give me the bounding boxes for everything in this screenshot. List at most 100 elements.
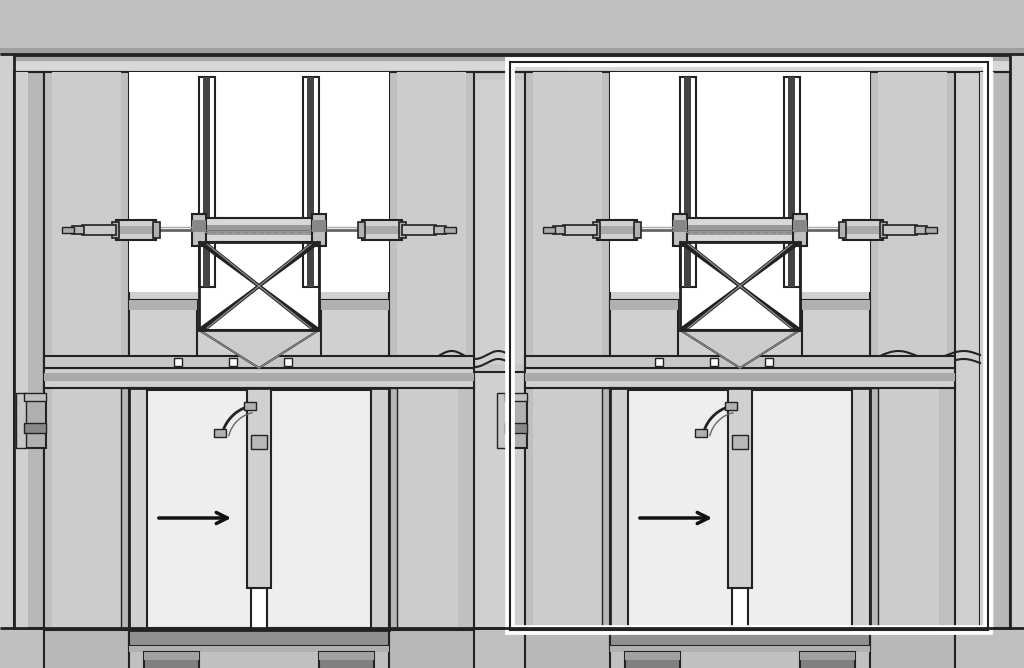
Bar (44, 373, 474, 381)
Bar (247, 388, 271, 588)
Bar (0, 628, 1024, 668)
Bar (878, 72, 947, 452)
Bar (399, 222, 406, 238)
Bar (802, 300, 870, 358)
Bar (131, 390, 251, 628)
Bar (116, 226, 156, 234)
Bar (44, 368, 474, 388)
Bar (710, 358, 718, 366)
Bar (319, 652, 374, 660)
Bar (389, 630, 474, 668)
Bar (870, 388, 878, 630)
Bar (229, 358, 237, 366)
Bar (980, 72, 994, 628)
Polygon shape (680, 330, 800, 368)
Bar (870, 388, 939, 630)
Bar (925, 227, 937, 233)
Bar (44, 630, 129, 668)
Bar (788, 77, 795, 287)
Bar (312, 220, 326, 232)
Bar (402, 225, 436, 235)
Bar (284, 358, 292, 366)
Bar (129, 300, 197, 358)
Bar (389, 388, 458, 630)
Bar (680, 242, 800, 330)
Bar (44, 388, 129, 630)
Bar (525, 630, 610, 668)
Bar (510, 62, 988, 630)
Bar (680, 225, 800, 235)
Bar (389, 388, 474, 630)
Bar (0, 55, 1024, 628)
Bar (14, 55, 1010, 72)
Bar (371, 388, 389, 630)
Bar (843, 226, 883, 234)
Bar (870, 388, 955, 630)
Bar (505, 423, 527, 433)
Bar (883, 225, 918, 235)
Bar (793, 214, 807, 246)
Bar (553, 226, 565, 234)
Bar (784, 77, 800, 287)
Bar (839, 222, 846, 238)
Bar (680, 242, 800, 330)
Bar (597, 220, 637, 240)
Bar (72, 226, 84, 234)
Bar (684, 77, 691, 287)
Bar (129, 388, 147, 630)
Bar (510, 62, 988, 630)
Bar (129, 72, 389, 292)
Bar (634, 222, 641, 238)
Bar (24, 423, 46, 433)
Bar (843, 220, 883, 240)
Bar (321, 300, 389, 310)
Bar (680, 218, 800, 242)
Bar (24, 398, 46, 448)
Bar (199, 218, 319, 242)
Bar (800, 652, 855, 668)
Bar (397, 72, 466, 452)
Bar (444, 227, 456, 233)
Bar (610, 388, 870, 630)
Bar (563, 225, 597, 235)
Bar (251, 435, 267, 449)
Bar (321, 300, 389, 358)
Bar (14, 55, 1010, 628)
Bar (267, 390, 387, 628)
Bar (307, 77, 314, 287)
Bar (525, 72, 610, 452)
Bar (16, 393, 26, 448)
Bar (389, 388, 397, 630)
Bar (673, 214, 687, 246)
Bar (466, 80, 558, 364)
Bar (362, 220, 402, 240)
Bar (116, 220, 156, 240)
Bar (52, 72, 121, 452)
Bar (525, 356, 955, 368)
Bar (129, 388, 389, 630)
Bar (319, 652, 374, 668)
Bar (144, 652, 199, 668)
Bar (14, 72, 44, 628)
Bar (728, 388, 752, 588)
Bar (44, 72, 129, 452)
Bar (434, 226, 446, 234)
Bar (525, 388, 610, 630)
Bar (0, 0, 1024, 55)
Bar (303, 77, 319, 287)
Bar (62, 227, 74, 233)
Bar (610, 388, 628, 630)
Bar (24, 393, 46, 401)
Bar (800, 652, 855, 660)
Bar (852, 388, 870, 630)
Bar (680, 77, 696, 287)
Bar (199, 242, 319, 330)
Bar (597, 226, 637, 234)
Bar (612, 390, 732, 628)
Bar (199, 225, 319, 235)
Bar (14, 55, 1010, 61)
Bar (732, 435, 748, 449)
Bar (880, 222, 887, 238)
Bar (129, 630, 389, 646)
Bar (129, 388, 389, 630)
